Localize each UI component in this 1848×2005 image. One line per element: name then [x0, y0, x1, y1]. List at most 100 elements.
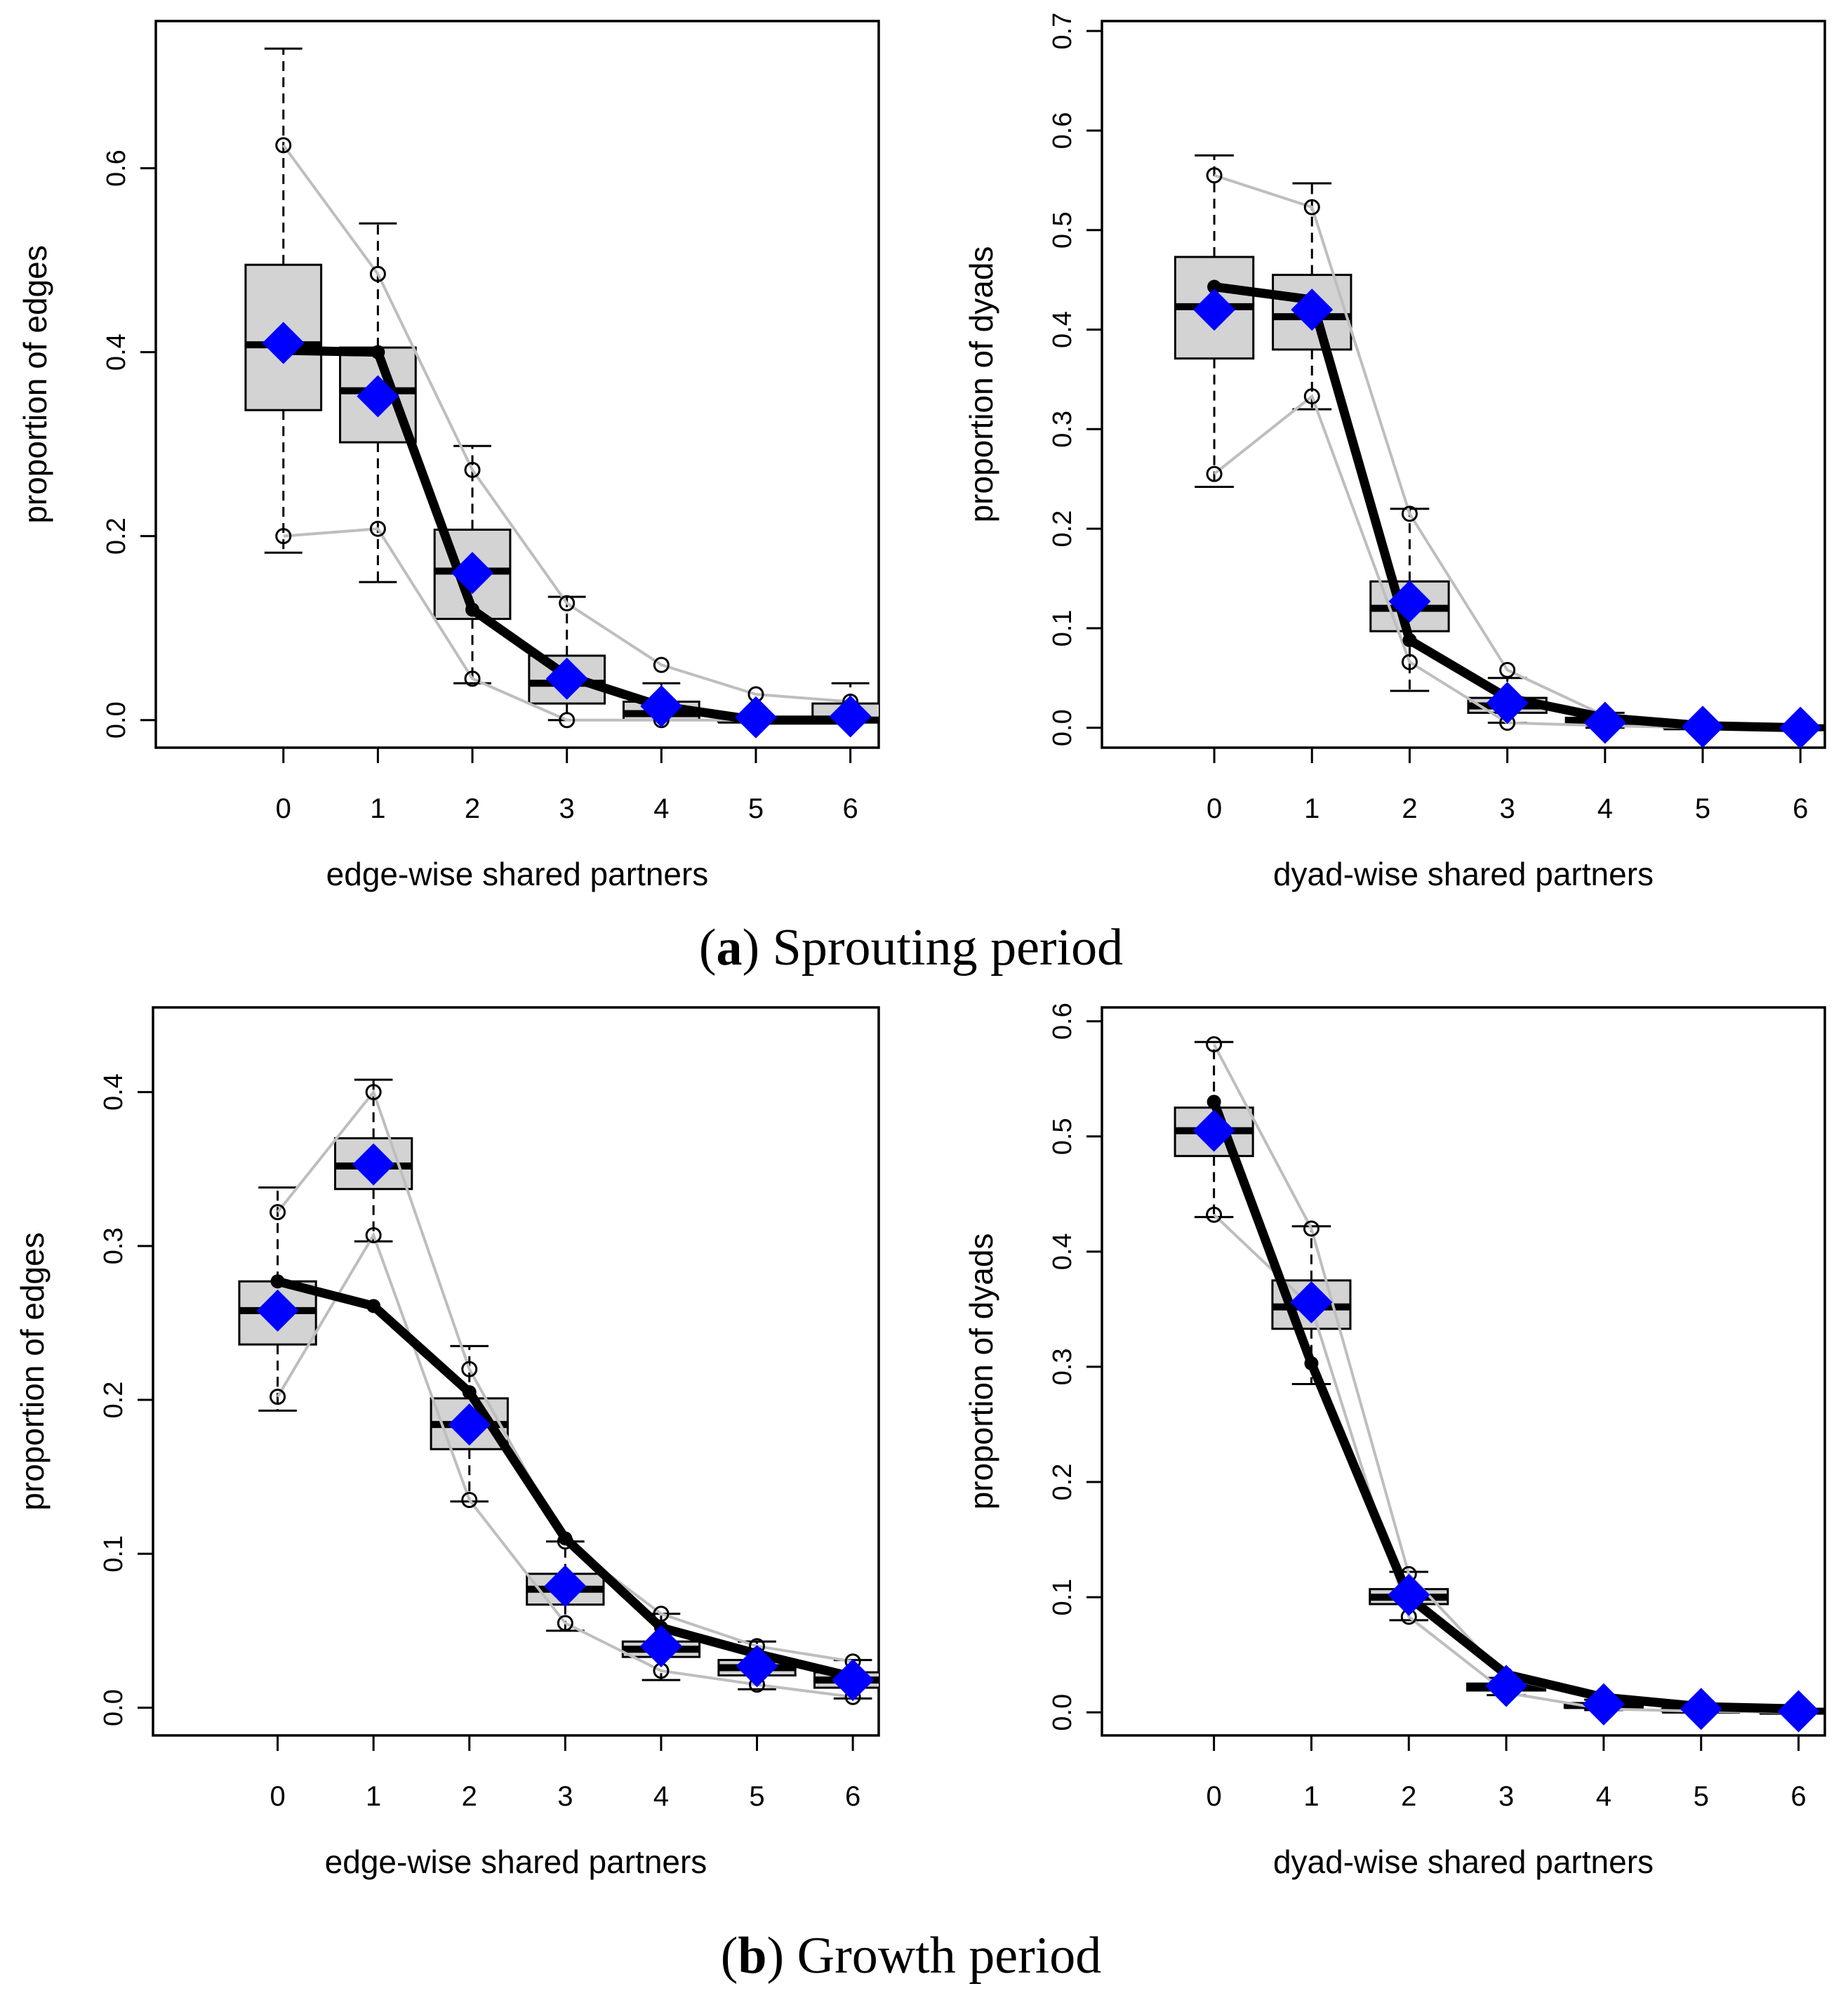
- x-tick-label: 5: [1695, 793, 1710, 824]
- y-tick-label: 0.7: [1048, 13, 1077, 50]
- band-point: [464, 461, 481, 478]
- series-mean: [1193, 289, 1822, 748]
- caption-b-label: b: [738, 1927, 766, 1985]
- y-tick-label: 0.2: [1048, 510, 1077, 548]
- band-point: [653, 656, 670, 673]
- mean-diamond: [1192, 1109, 1235, 1152]
- x-tick-label: 4: [653, 1781, 669, 1812]
- band-point: [270, 1204, 286, 1221]
- band-point: [461, 1361, 478, 1377]
- y-tick-label: 0.2: [99, 1382, 128, 1419]
- x-tick-label: 5: [749, 1781, 764, 1812]
- y-tick-label: 0.6: [102, 150, 131, 187]
- mean-diamond: [352, 1143, 395, 1186]
- y-tick-label: 0.3: [1048, 1349, 1077, 1386]
- x-tick-label: 0: [276, 793, 291, 824]
- series-mean: [1192, 1109, 1820, 1733]
- caption-b-text: Growth period: [797, 1927, 1102, 1985]
- observed-point: [1304, 1356, 1319, 1371]
- y-tick-label: 0.0: [99, 1689, 128, 1726]
- x-tick-label: 0: [1206, 1781, 1222, 1812]
- mean-diamond: [256, 1289, 299, 1332]
- x-tick-label: 6: [842, 793, 858, 824]
- mean-diamond: [262, 322, 305, 364]
- mean-diamond: [1582, 1683, 1625, 1726]
- y-axis-title: proportion of edges: [17, 245, 53, 523]
- y-tick-label: 0.2: [1048, 1464, 1077, 1501]
- band-point: [275, 137, 292, 154]
- series-upper-band: [275, 137, 859, 710]
- x-tick-label: 2: [1401, 1781, 1416, 1812]
- x-tick-label: 5: [748, 793, 764, 824]
- band-point: [559, 595, 576, 611]
- band-point: [1206, 167, 1223, 184]
- chart-panels: 0.0 0.2 0.4 0.6 0 1 2 3 4 5 6 edge-wise shared part…: [14, 13, 1826, 1880]
- x-tick-label: 1: [366, 1781, 381, 1812]
- series-mean: [256, 1143, 875, 1702]
- band-point: [369, 520, 386, 537]
- x-tick-label: 2: [462, 1781, 477, 1812]
- chart-0: 0.0 0.2 0.4 0.6 0 1 2 3 4 5 6 edge-wise shared part…: [17, 20, 880, 892]
- mean-diamond: [829, 695, 872, 738]
- band-line: [282, 144, 851, 703]
- data-layer: [244, 47, 879, 739]
- y-tick-label: 0.4: [1048, 311, 1077, 348]
- x-tick-label: 4: [653, 793, 669, 824]
- x-tick-label: 1: [1304, 793, 1319, 824]
- x-axis-title: edge-wise shared partners: [326, 856, 709, 892]
- x-axis-title: dyad-wise shared partners: [1273, 1844, 1654, 1880]
- caption-a-text: Sprouting period: [773, 919, 1123, 977]
- y-tick-label: 0.6: [1048, 112, 1077, 150]
- band-point: [557, 1615, 573, 1632]
- mean-diamond: [451, 552, 494, 595]
- mean-diamond: [357, 375, 399, 418]
- band-point: [1206, 465, 1223, 482]
- mean-diamond: [734, 696, 777, 739]
- band-point: [1401, 654, 1418, 670]
- band-point: [369, 265, 386, 282]
- x-tick-label: 3: [1498, 1781, 1514, 1812]
- x-tick-label: 4: [1596, 1781, 1611, 1812]
- mean-diamond: [1680, 1688, 1722, 1731]
- mean-diamond: [639, 1624, 682, 1667]
- x-tick-label: 2: [1402, 793, 1417, 824]
- mean-diamond: [1682, 706, 1724, 748]
- plot-frame: [1101, 1006, 1826, 1737]
- mean-diamond: [1193, 289, 1236, 331]
- y-tick-label: 0.1: [1048, 1579, 1077, 1616]
- chart-1: 0.0 0.1 0.2 0.3 0.4 0.5 0.6 0.7 0 1 2 3 4 5 6 dyad-wise…: [963, 13, 1826, 892]
- band-point: [1401, 505, 1418, 522]
- mean-diamond: [1485, 1665, 1528, 1707]
- observed-point: [366, 1299, 381, 1313]
- observed-point: [1207, 279, 1222, 294]
- band-point: [1303, 199, 1320, 216]
- data-layer: [1174, 154, 1825, 748]
- x-tick-label: 5: [1694, 1781, 1709, 1812]
- y-axis-title: proportion of edges: [14, 1232, 51, 1510]
- mean-diamond: [832, 1659, 875, 1702]
- caption-b: (b) Growth period: [721, 1927, 1102, 1985]
- plot-frame: [152, 1006, 880, 1737]
- x-tick-label: 4: [1597, 793, 1613, 824]
- x-tick-label: 3: [559, 793, 575, 824]
- x-tick-label: 6: [845, 1781, 860, 1812]
- mean-diamond: [545, 657, 588, 700]
- y-tick-label: 0.3: [99, 1227, 128, 1264]
- mean-diamond: [1291, 289, 1334, 331]
- observed-point: [558, 1531, 573, 1546]
- x-tick-label: 0: [1206, 793, 1222, 824]
- band-point: [461, 1492, 478, 1509]
- caption-a-label: a: [717, 919, 743, 977]
- y-tick-label: 0.5: [1048, 1118, 1077, 1155]
- x-tick-label: 6: [1790, 1781, 1806, 1812]
- observed-point: [270, 1274, 285, 1289]
- band-point: [559, 712, 576, 729]
- observed-point: [462, 1385, 477, 1400]
- caption-a: (a) Sprouting period: [699, 919, 1123, 977]
- y-tick-label: 0.6: [1048, 1002, 1077, 1040]
- y-tick-label: 0.1: [1048, 609, 1077, 647]
- y-tick-label: 0.3: [1048, 411, 1077, 448]
- band-point: [365, 1226, 382, 1243]
- mean-diamond: [736, 1645, 778, 1688]
